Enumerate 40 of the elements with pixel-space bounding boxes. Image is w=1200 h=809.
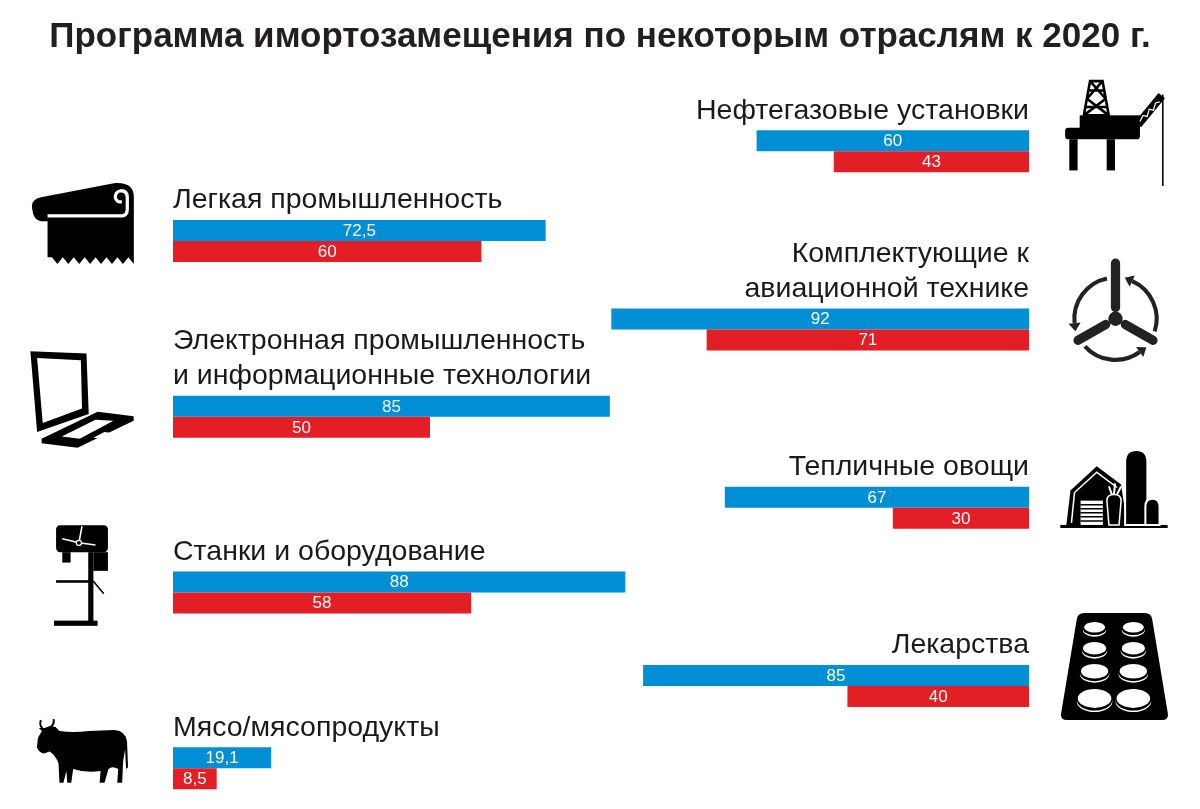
bar <box>611 308 1029 330</box>
y-tick-label: Нефтегазовые установки <box>695 92 1029 125</box>
bar <box>643 664 1029 686</box>
bar <box>847 685 1029 707</box>
bar <box>833 151 1029 173</box>
bar <box>756 130 1029 152</box>
bar <box>706 329 1029 351</box>
y-tick-label: Станки и оборудование <box>173 533 486 566</box>
bar <box>173 240 482 262</box>
bar <box>892 507 1029 529</box>
bar <box>173 747 272 769</box>
bar <box>173 416 430 438</box>
y-tick-label: Мясо/мясопродукты <box>173 709 440 742</box>
bar <box>173 219 546 241</box>
y-tick-label: Легкая промышленность <box>173 182 503 215</box>
y-tick-label: Комплектующие к авиационной технике <box>744 235 1030 303</box>
y-tick-label: Тепличные овощи <box>788 449 1029 482</box>
y-tick-label: Электронная промышленность и информационные технологии <box>173 323 592 391</box>
data-label: 19,1 <box>205 748 239 768</box>
data-label: 85 <box>826 665 846 685</box>
bar <box>173 592 472 614</box>
data-label: 30 <box>951 508 971 528</box>
data-label: 60 <box>317 241 337 261</box>
data-label: 40 <box>928 686 948 706</box>
data-label: 60 <box>883 131 903 151</box>
data-label: 67 <box>867 487 887 507</box>
y-tick-label: Лекарства <box>891 627 1030 660</box>
data-label: 43 <box>921 152 941 172</box>
data-label: 8,5 <box>183 769 207 789</box>
data-label: 85 <box>381 396 401 416</box>
data-label: 88 <box>389 572 409 592</box>
data-label: 92 <box>810 309 830 329</box>
bar <box>173 571 626 593</box>
bar <box>724 486 1029 508</box>
data-label: 58 <box>312 593 332 613</box>
data-label: 72,5 <box>342 220 376 240</box>
data-label: 50 <box>292 417 311 437</box>
data-label: 71 <box>858 330 878 350</box>
bar <box>173 395 610 417</box>
chart-title: Программа имортозамещения по некоторым отраслям к 2020 г. <box>49 15 1151 54</box>
